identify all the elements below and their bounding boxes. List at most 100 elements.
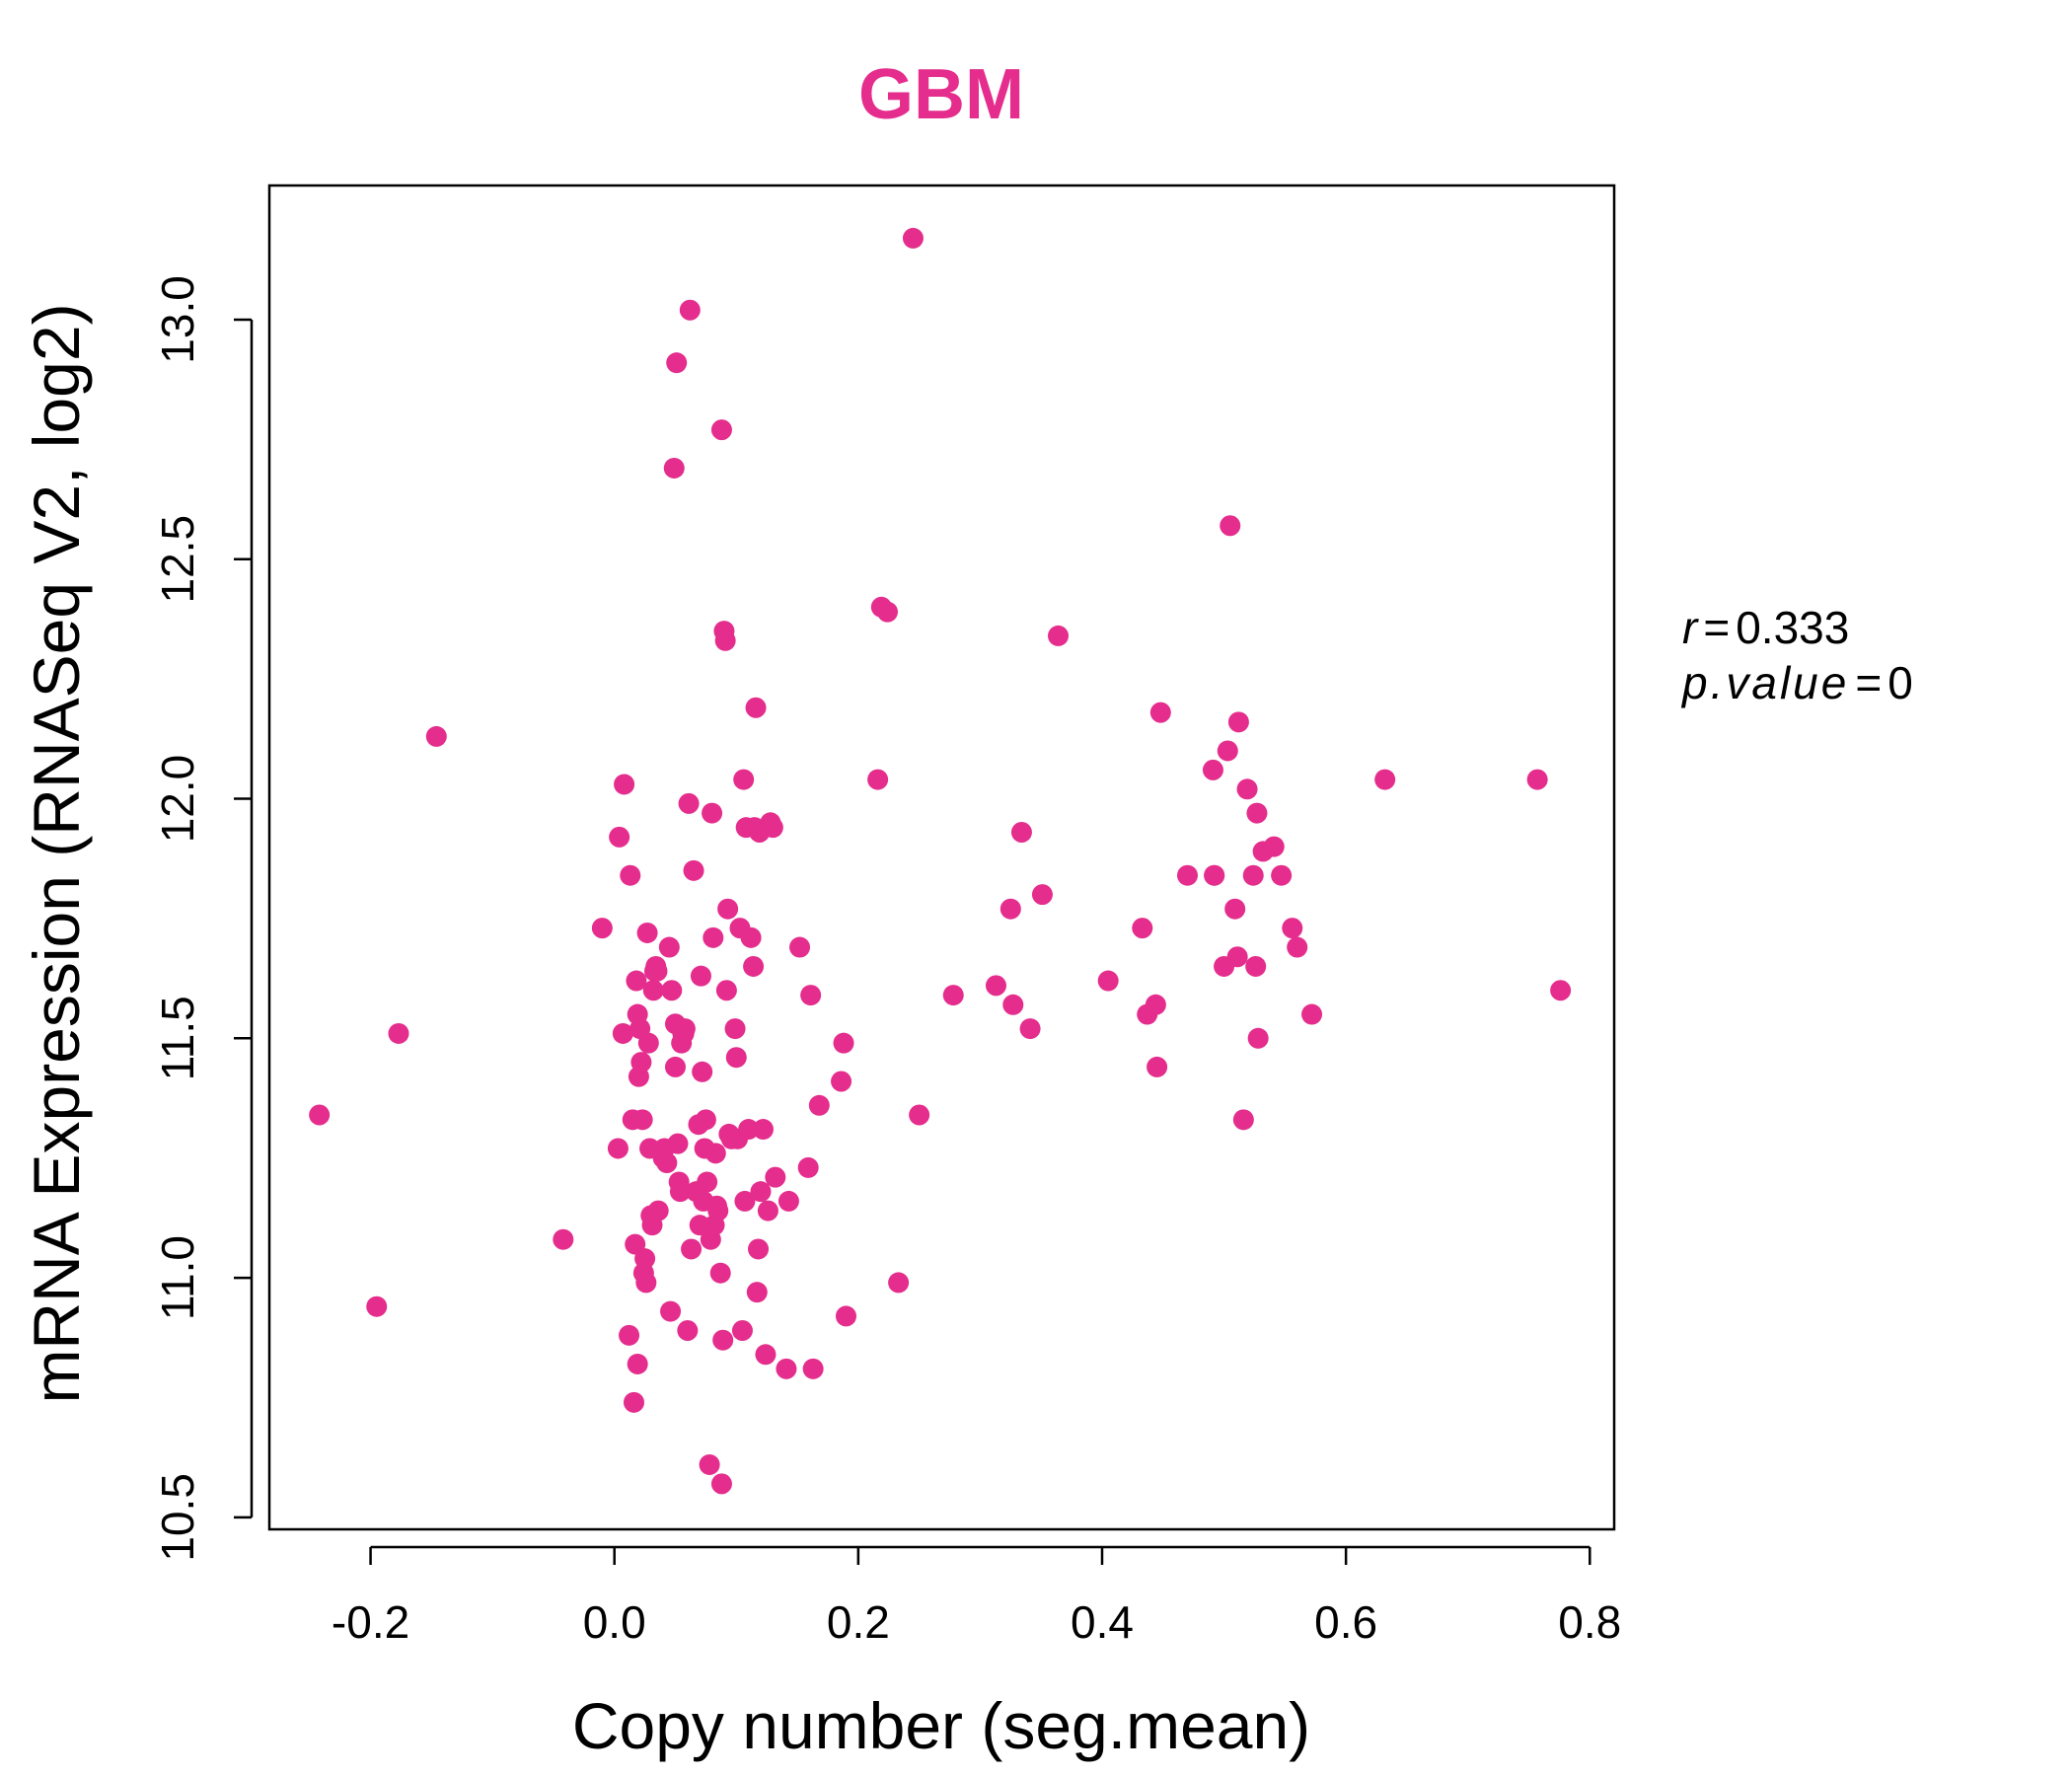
data-point — [710, 1473, 732, 1495]
data-point — [1132, 918, 1153, 939]
data-point — [833, 1032, 854, 1054]
data-point — [631, 1109, 653, 1131]
data-point — [745, 697, 767, 718]
data-point — [710, 419, 732, 441]
data-point — [734, 1190, 756, 1212]
x-tick-label: -0.2 — [332, 1596, 409, 1648]
data-point — [636, 922, 658, 943]
data-point — [942, 985, 964, 1006]
data-point — [388, 1022, 409, 1044]
data-point — [614, 774, 635, 795]
data-point — [835, 1305, 856, 1327]
chart-title: GBM — [858, 55, 1024, 134]
data-point — [1526, 769, 1548, 790]
data-point — [669, 1181, 691, 1203]
data-point — [1217, 740, 1238, 762]
data-point — [1226, 946, 1248, 968]
data-point — [609, 826, 630, 848]
data-point — [1048, 625, 1070, 646]
data-point — [902, 227, 924, 249]
data-point — [666, 352, 688, 374]
data-point — [733, 769, 755, 790]
data-point — [664, 1056, 686, 1077]
data-point — [1236, 778, 1258, 800]
data-point — [667, 1133, 689, 1154]
data-point — [867, 769, 889, 790]
data-point — [1247, 1027, 1269, 1049]
data-point — [635, 1272, 657, 1294]
data-point — [366, 1295, 388, 1317]
data-point — [1271, 864, 1293, 886]
data-point — [1097, 970, 1119, 992]
data-point — [1204, 864, 1225, 886]
data-point — [630, 1052, 652, 1073]
data-point — [740, 926, 762, 948]
data-point — [1147, 1056, 1168, 1077]
data-point — [591, 918, 613, 939]
data-point — [607, 1138, 629, 1159]
data-point — [757, 1200, 778, 1221]
data-point — [731, 1319, 753, 1341]
data-point — [674, 1018, 696, 1040]
x-tick-label: 0.0 — [583, 1596, 646, 1648]
data-point — [1301, 1003, 1323, 1025]
data-point — [888, 1272, 910, 1294]
x-axis: -0.2 0.0 0.2 0.4 0.6 0.8 — [332, 1545, 1621, 1648]
data-point — [1246, 802, 1268, 824]
data-point — [627, 1353, 648, 1374]
y-tick-label: 11.0 — [152, 1235, 203, 1320]
p-value-annotation: p.value = 0 — [1680, 657, 1913, 708]
y-axis-label: mRNA Expression (RNASeq V2, log2) — [20, 303, 93, 1403]
data-point — [637, 1032, 659, 1054]
data-point — [1031, 884, 1053, 906]
data-point — [1245, 955, 1267, 977]
data-point — [707, 1200, 729, 1221]
data-point — [746, 1282, 768, 1303]
data-point — [1145, 994, 1166, 1015]
data-point — [703, 926, 724, 948]
data-point — [831, 1071, 852, 1092]
data-point — [689, 1215, 710, 1236]
data-point — [425, 725, 447, 747]
plot-frame — [267, 184, 1616, 1531]
data-point — [743, 955, 765, 977]
data-point — [985, 975, 1006, 997]
y-tick-label: 11.5 — [152, 996, 203, 1080]
data-point — [725, 1047, 747, 1069]
data-point — [1550, 980, 1572, 1001]
x-tick-label: 0.6 — [1314, 1596, 1377, 1648]
data-point — [683, 859, 704, 881]
data-point — [909, 1104, 930, 1126]
data-point — [642, 980, 664, 1001]
data-point — [646, 960, 668, 982]
data-point — [634, 1248, 656, 1270]
data-point — [699, 1453, 720, 1475]
data-point — [309, 1104, 331, 1126]
data-point — [1002, 994, 1024, 1015]
r-annotation: r = 0.333 — [1682, 602, 1849, 653]
data-point — [800, 985, 822, 1006]
data-point — [709, 1262, 731, 1284]
data-point — [1149, 702, 1171, 723]
data-point — [1220, 515, 1241, 537]
data-point — [808, 1094, 830, 1116]
data-point — [681, 1238, 703, 1260]
y-tick-label: 12.5 — [152, 515, 203, 604]
data-point — [797, 1156, 819, 1178]
y-tick-label: 10.5 — [152, 1473, 203, 1562]
data-point — [1202, 759, 1223, 780]
data-point — [1374, 769, 1396, 790]
data-point — [1176, 864, 1198, 886]
data-point — [553, 1228, 574, 1250]
data-point — [661, 980, 683, 1001]
data-point — [1227, 711, 1249, 733]
data-point — [777, 1190, 799, 1212]
data-point — [877, 601, 899, 623]
x-tick-label: 0.4 — [1071, 1596, 1134, 1648]
data-point — [1287, 936, 1308, 958]
data-point — [738, 1119, 760, 1141]
data-point — [1010, 822, 1032, 844]
data-point — [660, 1300, 682, 1322]
data-point — [626, 970, 647, 992]
data-point — [663, 457, 685, 479]
